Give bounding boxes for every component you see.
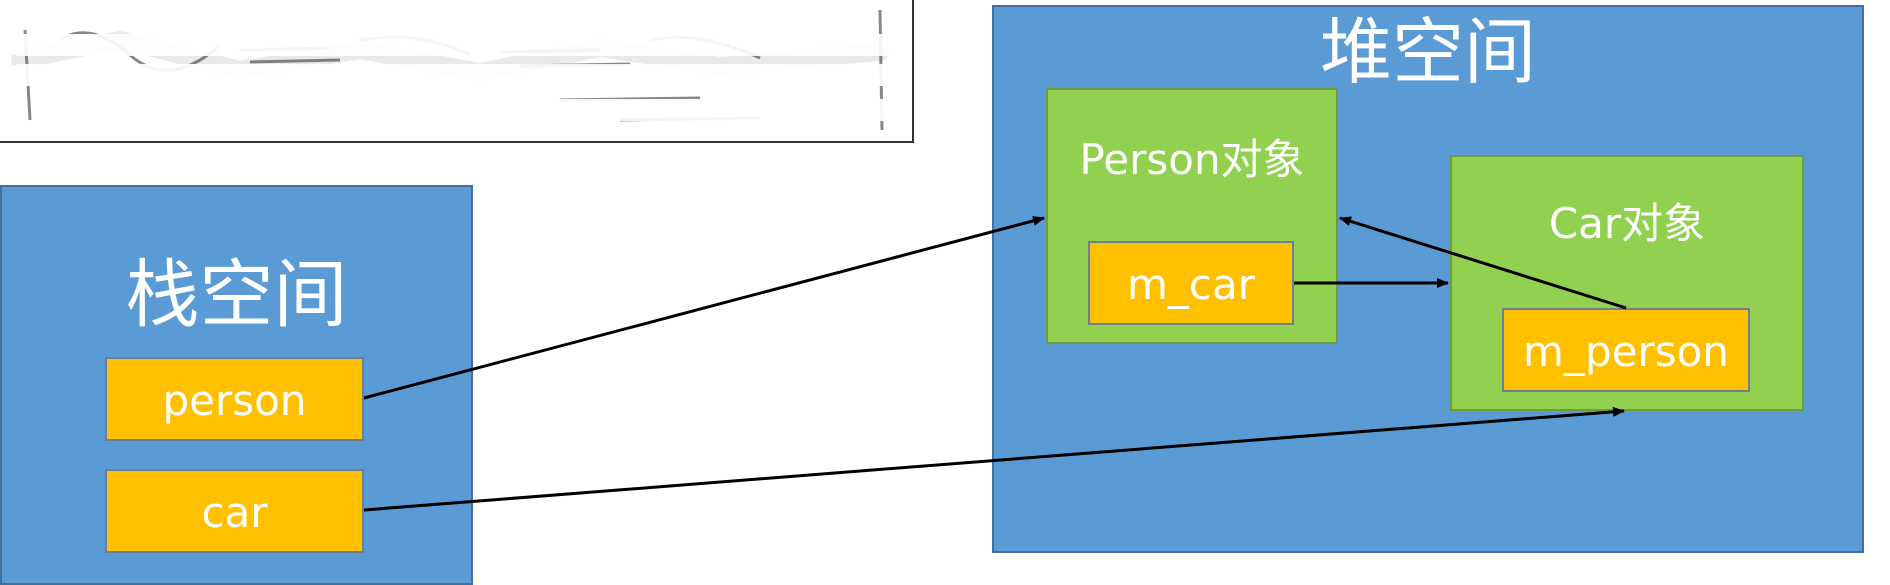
stack-field-person: person [105,357,364,441]
stack-space-title: 栈空间 [125,252,348,338]
car-object-title: Car对象 [1548,199,1706,248]
scribble-redaction [9,9,911,131]
stack-field-car: car [105,469,364,553]
heap-space-title: 堆空间 [1319,10,1536,94]
person-object-field-m-car: m_car [1088,241,1294,325]
car-object-field-m-person: m_person [1502,308,1750,392]
obscured-caption-box [0,0,914,143]
person-object-title: Person对象 [1079,135,1305,184]
